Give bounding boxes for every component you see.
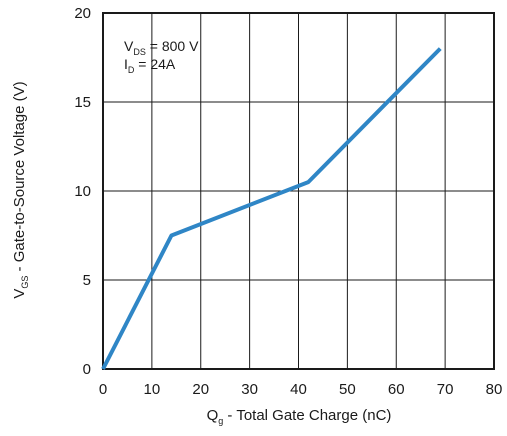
y-tick-label-10: 10	[74, 183, 91, 200]
series-layer	[101, 47, 442, 370]
x-tick-label-0: 0	[99, 381, 107, 398]
x-tick-label-60: 60	[388, 381, 405, 398]
y-tick-label-0: 0	[83, 361, 91, 378]
plot-frame	[102, 12, 495, 370]
x-tick-label-70: 70	[437, 381, 454, 398]
x-tick-label-20: 20	[192, 381, 209, 398]
y-tick-label-5: 5	[83, 272, 91, 289]
y-tick-label-15: 15	[74, 94, 91, 111]
series-line-0	[101, 47, 442, 370]
x-tick-label-50: 50	[339, 381, 356, 398]
x-axis-tick-labels: 0 10 20 30 40 50 60 70 80	[99, 381, 503, 398]
y-axis-title: VGS - Gate-to-Source Voltage (V)	[11, 81, 30, 298]
annotation-id: ID = 24A	[124, 56, 176, 75]
y-tick-label-20: 20	[74, 5, 91, 22]
grid-lines	[103, 13, 494, 369]
y-axis-tick-labels: 0 5 10 15 20	[74, 5, 91, 378]
x-tick-label-30: 30	[241, 381, 258, 398]
x-tick-label-10: 10	[144, 381, 161, 398]
x-tick-label-80: 80	[486, 381, 503, 398]
annotation-vds: VDS = 800 V	[124, 38, 199, 57]
x-tick-label-40: 40	[290, 381, 307, 398]
x-axis-title: Qg - Total Gate Charge (nC)	[207, 407, 392, 426]
